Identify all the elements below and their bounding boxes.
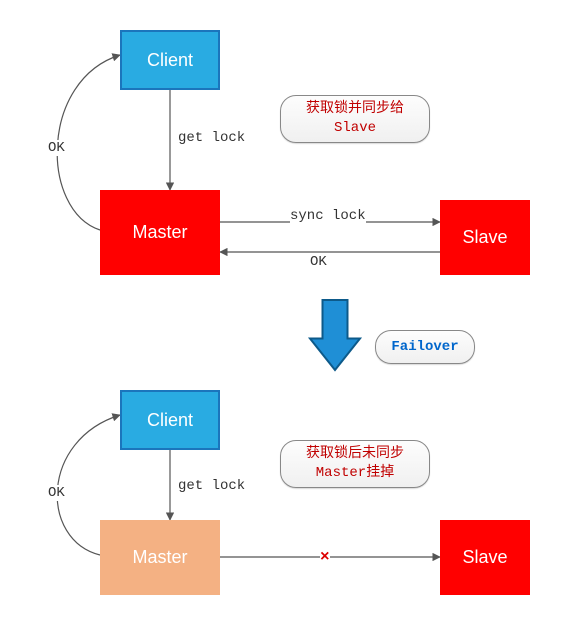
- caption-line: Failover: [391, 338, 458, 357]
- edge-label-get-lock-1: get lock: [178, 130, 245, 146]
- diagram-canvas: Client Master Slave Client Master Slave …: [0, 0, 570, 620]
- node-master-2: Master: [100, 520, 220, 595]
- node-label: Master: [132, 547, 187, 568]
- edge-label-get-lock-2: get lock: [178, 478, 245, 494]
- caption-line: 获取锁后未同步: [306, 445, 404, 464]
- caption-line: Slave: [334, 119, 376, 138]
- edge-label-sync-ok: OK: [310, 254, 327, 270]
- node-client-1: Client: [120, 30, 220, 90]
- caption-sync-success: 获取锁并同步给 Slave: [280, 95, 430, 143]
- node-label: Client: [147, 50, 193, 71]
- caption-line: 获取锁并同步给: [306, 100, 404, 119]
- node-slave-1: Slave: [440, 200, 530, 275]
- node-label: Slave: [462, 227, 507, 248]
- node-label: Client: [147, 410, 193, 431]
- caption-line: Master挂掉: [316, 464, 394, 483]
- caption-sync-fail: 获取锁后未同步 Master挂掉: [280, 440, 430, 488]
- edge-label-ok-2: OK: [48, 485, 65, 501]
- node-master-1: Master: [100, 190, 220, 275]
- caption-failover: Failover: [375, 330, 475, 364]
- node-client-2: Client: [120, 390, 220, 450]
- node-label: Slave: [462, 547, 507, 568]
- edge-label-ok-1: OK: [48, 140, 65, 156]
- node-slave-2: Slave: [440, 520, 530, 595]
- edge-label-sync-lock: sync lock: [290, 208, 366, 224]
- node-label: Master: [132, 222, 187, 243]
- edge-label-fail-x: ×: [320, 548, 330, 566]
- failover-arrow-icon: [310, 300, 360, 370]
